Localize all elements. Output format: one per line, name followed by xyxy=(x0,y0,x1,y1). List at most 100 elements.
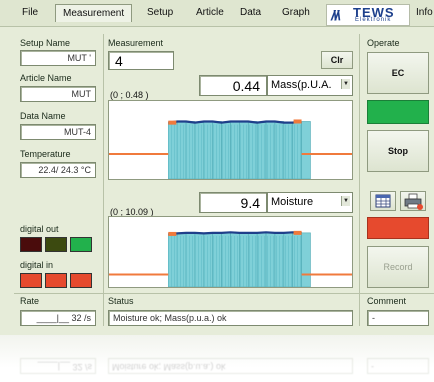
menu-measurement[interactable]: Measurement xyxy=(55,4,133,22)
reflection-rate: ____|__ 32 /s xyxy=(20,358,96,374)
menu-info[interactable]: Info xyxy=(416,7,433,18)
chart2-value: 9.4 xyxy=(199,192,267,213)
table-view-button[interactable] xyxy=(370,191,396,211)
mass-chart-bar xyxy=(239,121,249,179)
menu-file[interactable]: File xyxy=(22,7,39,18)
measurement-count: 4 xyxy=(108,51,174,70)
menu-bar: File Measurement Setup Article Data Grap… xyxy=(0,0,434,27)
logo-text: TEWS xyxy=(353,5,395,20)
stop-button[interactable]: Stop xyxy=(367,130,429,172)
printer-icon xyxy=(404,193,423,210)
menu-setup[interactable]: Setup xyxy=(147,7,174,18)
mass-chart-bar xyxy=(247,121,258,179)
mass-chart-bar xyxy=(168,122,178,179)
mass-chart-bar xyxy=(203,121,214,179)
digital-out-led-2 xyxy=(45,237,67,252)
moisture-chart-series-line xyxy=(168,231,302,236)
mass-chart-end-marker xyxy=(168,120,177,125)
temperature-field: 22.4/ 24.3 °C xyxy=(20,162,96,178)
moisture-chart-bar xyxy=(185,232,196,287)
status-label: Status xyxy=(108,296,134,306)
alarm-indicator-button[interactable] xyxy=(367,217,429,239)
chart1-unit-selected: Mass(p.U.A. xyxy=(271,79,332,91)
divider-right xyxy=(359,34,360,326)
data-name-label: Data Name xyxy=(20,111,66,121)
chevron-down-icon: ▼ xyxy=(341,196,350,206)
chart2-unit-selected: Moisture xyxy=(271,196,314,208)
moisture-chart-bar xyxy=(212,232,222,287)
mass-chart-end-marker xyxy=(293,119,302,124)
setup-name-field[interactable]: MUT ' xyxy=(20,50,96,66)
temperature-label: Temperature xyxy=(20,149,71,159)
mass-chart-plot xyxy=(109,119,352,179)
data-name-field[interactable]: MUT-4 xyxy=(20,124,96,140)
article-name-field[interactable]: MUT xyxy=(20,86,96,102)
digital-in-label: digital in xyxy=(20,260,54,270)
window-reflection: ____|__ 32 /s Moisture ok; Mass(p.u.a.) … xyxy=(0,335,434,382)
logo-subtext: Elektronik xyxy=(355,17,392,23)
comment-field[interactable]: - xyxy=(367,310,429,326)
moisture-chart-bar xyxy=(221,232,231,287)
moisture-chart-bar xyxy=(230,232,240,287)
comment-separator xyxy=(359,293,434,294)
moisture-chart-plot xyxy=(109,230,352,287)
menu-article[interactable]: Article xyxy=(196,7,224,18)
mass-chart-bar xyxy=(194,122,205,179)
mass-chart-series-line xyxy=(168,120,302,124)
digital-out-led-3 xyxy=(70,237,92,252)
moisture-chart-bar xyxy=(168,233,178,287)
mass-chart-bar xyxy=(301,121,311,179)
mass-chart-bar xyxy=(185,121,196,179)
chart2-coordinate-readout: (0 ; 10.09 ) xyxy=(110,207,154,217)
rate-field: ____|__ 32 /s xyxy=(20,310,96,326)
start-indicator-button[interactable] xyxy=(367,100,429,124)
tews-logo-icon: /\/\ xyxy=(331,7,340,23)
mass-chart-bar xyxy=(221,122,231,179)
ec-button[interactable]: EC xyxy=(367,52,429,94)
mass-chart-bar xyxy=(212,121,222,179)
mass-chart-bar xyxy=(230,121,240,179)
digital-in-led-2 xyxy=(45,273,67,288)
status-field: Moisture ok; Mass(p.u.a.) ok xyxy=(108,310,353,326)
chevron-down-icon: ▼ xyxy=(341,79,350,89)
moisture-chart-end-marker xyxy=(168,231,177,236)
mass-chart xyxy=(108,100,353,180)
operate-label: Operate xyxy=(367,38,400,48)
comment-label: Comment xyxy=(367,296,407,306)
status-separator xyxy=(103,293,359,294)
menu-data[interactable]: Data xyxy=(240,7,262,18)
printer-button[interactable] xyxy=(400,191,426,211)
table-icon xyxy=(375,194,391,208)
divider-left xyxy=(103,34,104,326)
mass-chart-bar xyxy=(176,121,187,179)
digital-out-label: digital out xyxy=(20,224,59,234)
rate-label: Rate xyxy=(20,296,40,306)
reflection-comment: - xyxy=(367,358,429,374)
moisture-chart-bar xyxy=(203,233,214,287)
measurement-title: Measurement xyxy=(108,38,164,48)
menu-graph[interactable]: Graph xyxy=(282,7,310,18)
article-name-label: Article Name xyxy=(20,73,72,83)
chart2-unit-dropdown[interactable]: Moisture ▼ xyxy=(267,192,353,213)
moisture-chart-bar xyxy=(247,232,258,287)
reflection-status: Moisture ok; Mass(p.u.a.) ok xyxy=(108,358,353,374)
setup-name-label: Setup Name xyxy=(20,38,71,48)
reflection-content: ____|__ 32 /s Moisture ok; Mass(p.u.a.) … xyxy=(0,335,434,382)
moisture-chart-bar xyxy=(194,232,205,287)
moisture-chart-bar xyxy=(176,233,187,287)
app-window: File Measurement Setup Article Data Grap… xyxy=(0,0,434,335)
chart1-unit-dropdown[interactable]: Mass(p.U.A. ▼ xyxy=(267,75,353,96)
chart1-coordinate-readout: (0 ; 0.48 ) xyxy=(110,90,149,100)
moisture-chart-end-marker xyxy=(293,230,302,235)
moisture-chart-bar xyxy=(301,232,311,287)
rate-separator xyxy=(14,293,103,294)
digital-in-led-1 xyxy=(20,273,42,288)
record-button[interactable]: Record xyxy=(367,246,429,288)
digital-in-led-3 xyxy=(70,273,92,288)
tews-logo: /\/\ TEWS Elektronik xyxy=(326,4,410,26)
moisture-chart-bar xyxy=(239,232,249,287)
moisture-chart xyxy=(108,216,353,288)
chart1-value: 0.44 xyxy=(199,75,267,96)
digital-out-led-1 xyxy=(20,237,42,252)
clear-button[interactable]: Clr xyxy=(321,51,353,69)
